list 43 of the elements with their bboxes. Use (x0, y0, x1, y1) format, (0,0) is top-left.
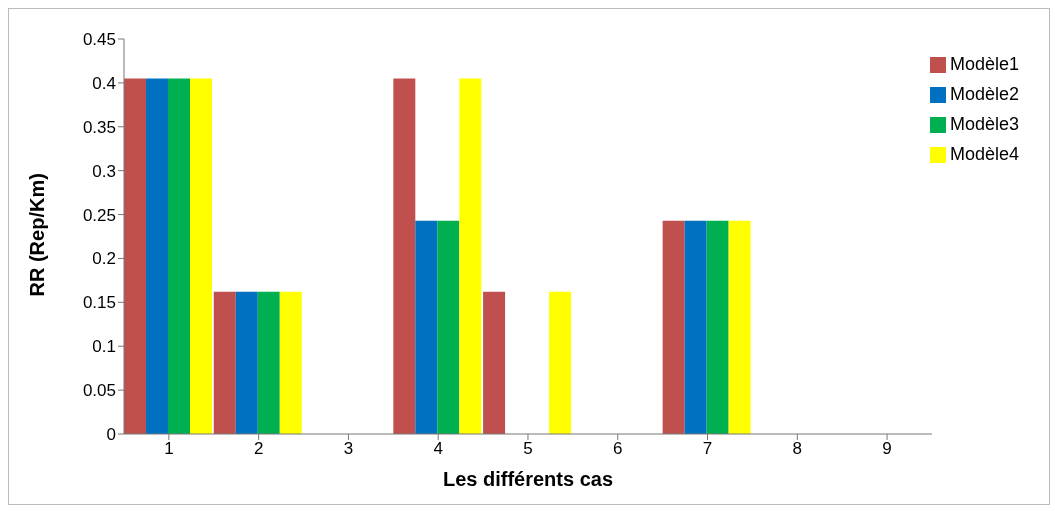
x-axis-title: Les différents cas (442, 468, 614, 490)
bar (549, 291, 572, 434)
y-tick-label: 0.25 (82, 205, 116, 225)
y-tick-label: 0 (106, 425, 116, 445)
bar (415, 220, 438, 434)
bar (393, 78, 416, 434)
y-tick-label: 0.4 (92, 73, 116, 93)
bar (706, 220, 729, 434)
bar (728, 220, 751, 434)
legend-label: Modèle3 (949, 114, 1019, 134)
y-axis-title: RR (Rep/Km) (26, 173, 49, 297)
y-tick-label: 0.3 (92, 161, 116, 181)
bar (168, 78, 190, 434)
y-tick-label: 0.05 (82, 381, 116, 401)
legend-label: Modèle2 (949, 84, 1019, 104)
y-tick-label: 0.2 (92, 249, 116, 269)
x-tick-label: 3 (343, 439, 354, 459)
bar (190, 78, 212, 434)
x-tick-label: 7 (702, 439, 713, 459)
x-tick-label: 5 (523, 439, 533, 459)
bar (124, 78, 146, 434)
x-tick-label: 6 (613, 439, 623, 459)
x-tick-label: 9 (882, 439, 892, 459)
y-tick-label: 0.35 (82, 117, 116, 137)
bar (257, 291, 280, 434)
bar (459, 78, 482, 434)
y-tick-label: 0.45 (82, 30, 116, 50)
bar (437, 220, 460, 434)
bar (662, 220, 685, 434)
bar (213, 291, 236, 434)
x-tick-label: 2 (253, 439, 264, 459)
x-tick-label: 1 (164, 439, 174, 459)
bar (684, 220, 707, 434)
y-tick-label: 0.15 (82, 293, 116, 313)
bar (279, 291, 302, 434)
legend-label: Modèle4 (949, 144, 1019, 164)
legend-label: Modèle1 (949, 54, 1019, 74)
bar (235, 291, 258, 434)
bar (146, 78, 168, 434)
x-tick-label: 8 (792, 439, 803, 459)
y-tick-label: 0.1 (92, 337, 116, 357)
bar (483, 291, 506, 434)
x-tick-label: 4 (433, 439, 443, 459)
